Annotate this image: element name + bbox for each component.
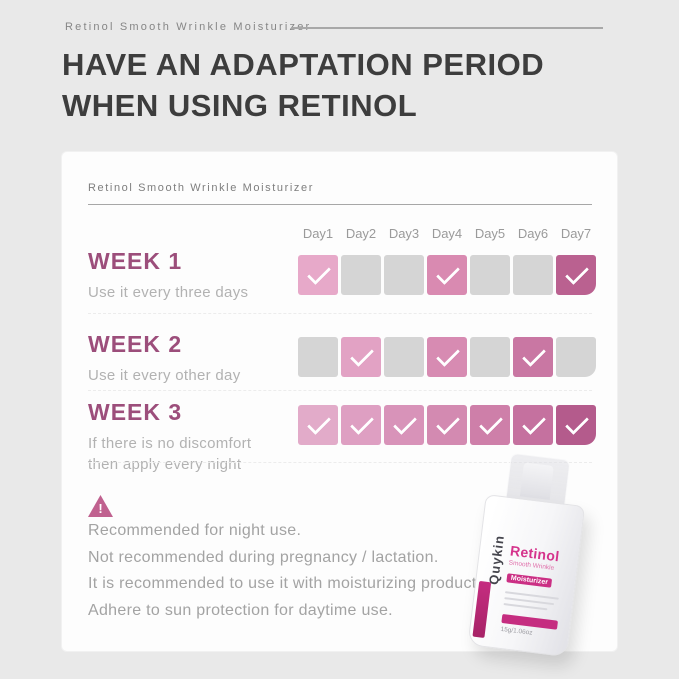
schedule-card: Retinol Smooth Wrinkle Moisturizer Day1 D… [62,152,617,651]
label-fine-print [503,603,548,611]
day-cell-checked [341,337,381,377]
days-row: Day1 Day2 Day3 Day4 Day5 Day6 Day7 [298,226,599,241]
note-line: It is recommended to use it with moistur… [88,575,490,592]
page-eyebrow: Retinol Smooth Wrinkle Moisturizer [65,21,312,33]
warning-icon [88,495,113,517]
product-type: Moisturizer [506,573,553,588]
day-cell-checked [298,255,338,295]
day-header-label: Day7 [560,226,592,241]
check-icon [521,410,547,436]
week1-label-block: WEEK 1 Use it every three days [88,248,288,303]
check-icon [392,410,418,436]
week3-title: WEEK 3 [88,399,183,425]
week3-note-line2: then apply every night [88,456,242,473]
day-cell-empty [384,255,424,295]
bottle-body: Quykin Retinol Smooth Wrinkle Moisturize… [467,494,586,658]
day-header-label: Day4 [431,226,463,241]
week1-note: Use it every three days [88,284,249,301]
week2-label-block: WEEK 2 Use it every other day [88,331,288,386]
product-bottle-image: Quykin Retinol Smooth Wrinkle Moisturize… [461,450,596,658]
eyebrow-divider-line [291,27,603,29]
label-stripe [472,580,492,638]
day-header-label: Day3 [388,226,420,241]
week3-cells [298,405,596,445]
week3-label-block: WEEK 3 If there is no discomfort then ap… [88,399,288,475]
day-cell-checked [470,405,510,445]
day-cell-empty [298,337,338,377]
day-cell-empty [556,337,596,377]
day-cell-checked [341,405,381,445]
day-cell-checked [427,255,467,295]
day-cell-checked [427,405,467,445]
bottle-label: Retinol Smooth Wrinkle Moisturizer 15g/1… [500,543,573,641]
page-title-line2: WHEN USING RETINOL [62,88,418,123]
day-cell-checked [556,255,596,295]
day-cell-empty [470,337,510,377]
row-separator [88,313,592,314]
week2-note: Use it every other day [88,367,241,384]
row-separator [88,390,592,391]
day-header-label: Day5 [474,226,506,241]
note-line: Adhere to sun protection for daytime use… [88,601,393,619]
week3-note-line1: If there is no discomfort [88,435,252,452]
card-header-rule [88,204,592,205]
day-cell-checked [298,405,338,445]
page-title-line1: HAVE AN ADAPTATION PERIOD [62,47,545,82]
day-cell-empty [513,255,553,295]
check-icon [435,410,461,436]
week1-title: WEEK 1 [88,248,183,274]
day-cell-checked [427,337,467,377]
day-cell-checked [556,405,596,445]
usage-notes: Recommended for night use. Not recommend… [88,518,508,624]
check-icon [564,410,590,436]
day-cell-empty [384,337,424,377]
check-icon [478,410,504,436]
day-header-label: Day1 [302,226,334,241]
check-icon [564,260,590,286]
check-icon [306,260,332,286]
day-header-label: Day6 [517,226,549,241]
check-icon [349,342,375,368]
day-header-label: Day2 [345,226,377,241]
check-icon [435,342,461,368]
week1-cells [298,255,596,295]
week2-cells [298,337,596,377]
day-cell-empty [341,255,381,295]
check-icon [521,342,547,368]
check-icon [349,410,375,436]
day-cell-checked [513,337,553,377]
note-line: Not recommended during pregnancy / lacta… [88,548,439,566]
check-icon [306,410,332,436]
day-cell-empty [470,255,510,295]
bottle-pump [519,462,554,500]
row-separator [88,462,592,463]
page-title: HAVE AN ADAPTATION PERIOD WHEN USING RET… [62,44,642,126]
week2-title: WEEK 2 [88,331,183,357]
note-line: Recommended for night use. [88,522,302,539]
check-icon [435,260,461,286]
day-cell-checked [513,405,553,445]
card-header: Retinol Smooth Wrinkle Moisturizer [88,182,314,194]
day-cell-checked [384,405,424,445]
